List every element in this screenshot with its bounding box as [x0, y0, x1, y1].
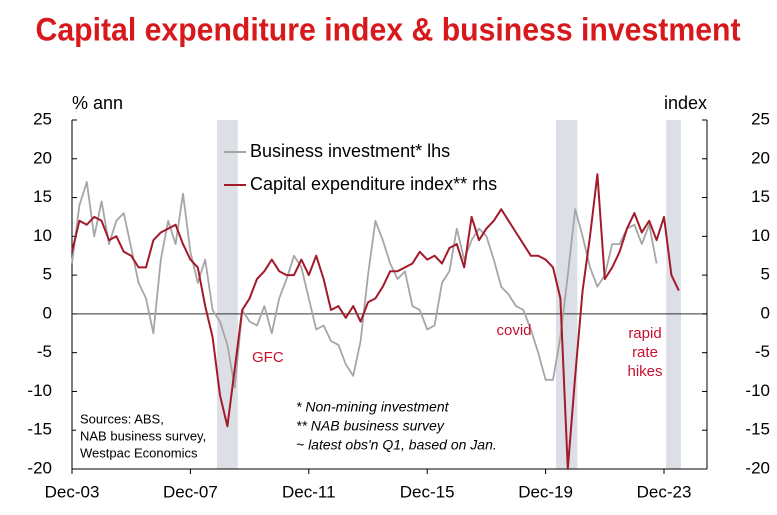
- annotation: GFC: [252, 349, 284, 366]
- y-tick-label: 25: [33, 109, 52, 128]
- y-tick-label: -10: [27, 381, 52, 400]
- legend-label: Capital expenditure index** rhs: [250, 174, 497, 194]
- y2-tick-label: -5: [755, 342, 770, 361]
- annotation: rapid: [628, 325, 661, 342]
- y-tick-label: -20: [27, 458, 52, 477]
- y-tick-label: 0: [43, 303, 52, 322]
- y2-axis-label: index: [664, 93, 707, 113]
- x-tick-label: Dec-03: [45, 482, 100, 501]
- series-line: [71, 173, 680, 470]
- legend-label: Business investment* lhs: [250, 141, 450, 161]
- y-tick-label: 15: [33, 187, 52, 206]
- y2-tick-label: -10: [745, 381, 770, 400]
- footnote: ~ latest obs'n Q1, based on Jan.: [296, 437, 497, 453]
- y2-tick-label: -20: [745, 458, 770, 477]
- source-note: NAB business survey,: [80, 428, 206, 443]
- source-note: Westpac Economics: [80, 445, 198, 460]
- y-tick-label: 10: [33, 226, 52, 245]
- shaded-period: [555, 120, 578, 469]
- y-tick-label: -15: [27, 420, 52, 439]
- footnote: ** NAB business survey: [296, 418, 445, 434]
- annotation: covid: [496, 322, 531, 339]
- shaded-period: [217, 120, 238, 469]
- x-tick-label: Dec-15: [400, 482, 455, 501]
- annotation: hikes: [627, 363, 662, 380]
- y-tick-label: 20: [33, 148, 52, 167]
- sources-box: [76, 408, 216, 464]
- series-line: [71, 181, 658, 389]
- y2-tick-label: 10: [751, 226, 770, 245]
- y2-tick-label: 20: [751, 148, 770, 167]
- x-tick-label: Dec-11: [282, 482, 336, 501]
- y2-tick-label: 25: [751, 109, 770, 128]
- x-tick-label: Dec-07: [163, 482, 218, 501]
- y-tick-label: -5: [37, 342, 52, 361]
- y-tick-label: 5: [43, 265, 52, 284]
- x-tick-label: Dec-23: [637, 482, 692, 501]
- shaded-period: [666, 120, 682, 469]
- footnote: * Non-mining investment: [296, 399, 450, 415]
- y2-tick-label: 5: [761, 265, 770, 284]
- y-axis-label: % ann: [72, 93, 123, 113]
- annotation: rate: [632, 344, 658, 361]
- y2-tick-label: 15: [751, 187, 770, 206]
- y2-tick-label: 0: [761, 303, 770, 322]
- chart-title: Capital expenditure index & business inv…: [36, 11, 741, 47]
- y2-tick-label: -15: [745, 420, 770, 439]
- x-tick-label: Dec-19: [518, 482, 573, 501]
- source-note: Sources: ABS,: [80, 411, 164, 426]
